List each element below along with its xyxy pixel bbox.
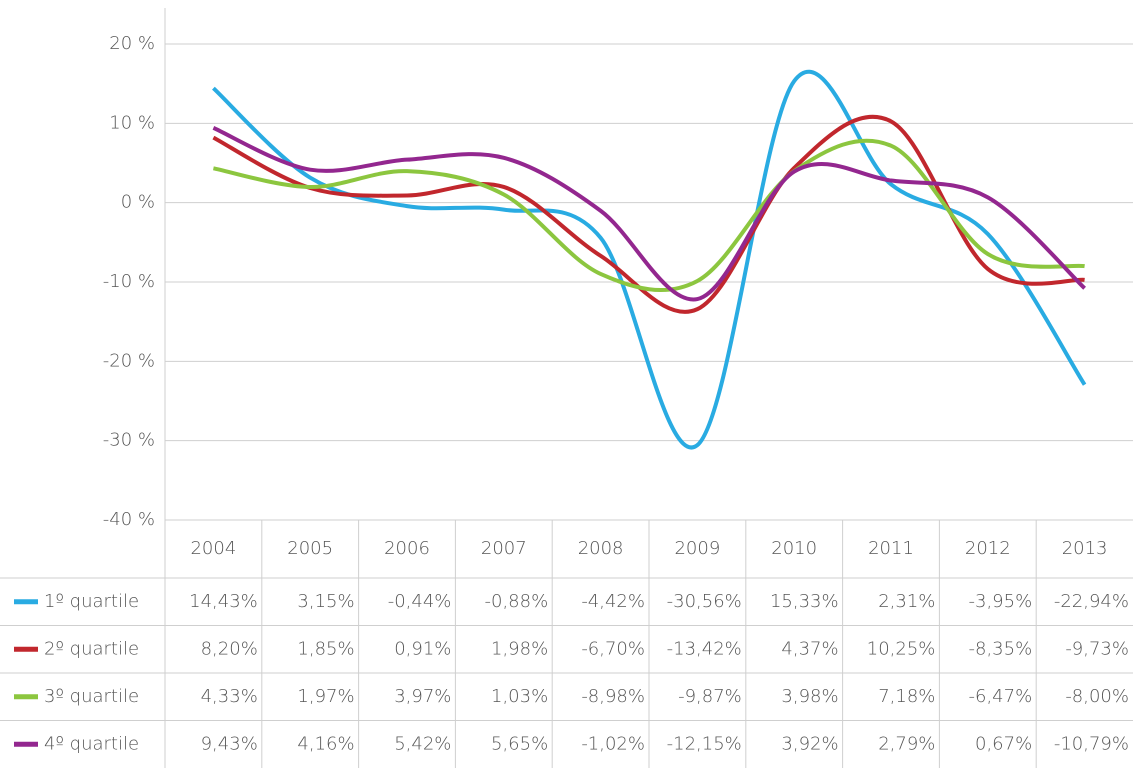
value-label: -13,42% (667, 638, 742, 659)
value-label: 1,97% (297, 686, 354, 707)
value-label: -4,42% (581, 591, 645, 612)
value-label: 15,33% (770, 591, 839, 612)
value-label: -10,79% (1054, 733, 1129, 754)
value-label: -30,56% (667, 591, 742, 612)
value-label: -8,00% (1065, 686, 1129, 707)
y-tick-label: 10 % (109, 112, 155, 133)
value-label: 14,43% (189, 591, 258, 612)
value-label: 3,92% (781, 733, 838, 754)
series-line (212, 126, 1086, 302)
value-label: 5,65% (491, 733, 548, 754)
y-tick-label: -30 % (103, 430, 155, 451)
value-label: 0,91% (394, 638, 451, 659)
value-label: -1,02% (581, 733, 645, 754)
y-tick-label: -20 % (103, 350, 155, 371)
value-label: 9,43% (201, 733, 258, 754)
value-label: 4,37% (781, 638, 838, 659)
legend-label: 4º quartile (44, 733, 139, 754)
value-label: 5,42% (394, 733, 451, 754)
legend-label: 1º quartile (44, 591, 139, 612)
legend-label: 3º quartile (44, 686, 139, 707)
value-label: 2,31% (878, 591, 935, 612)
value-label: -6,47% (969, 686, 1033, 707)
value-label: -0,88% (485, 591, 549, 612)
value-label: 4,16% (297, 733, 354, 754)
x-tick-label: 2010 (771, 538, 817, 559)
value-label: -12,15% (667, 733, 742, 754)
value-label: -0,44% (388, 591, 452, 612)
x-tick-label: 2012 (965, 538, 1011, 559)
value-label: 1,03% (491, 686, 548, 707)
series-line (213, 138, 1085, 293)
x-tick-label: 2007 (481, 538, 527, 559)
x-tick-label: 2013 (1062, 538, 1108, 559)
value-label: -22,94% (1054, 591, 1129, 612)
value-label: 0,67% (975, 733, 1032, 754)
x-tick-label: 2008 (578, 538, 624, 559)
value-label: 10,25% (867, 638, 936, 659)
value-label: 8,20% (201, 638, 258, 659)
value-label: -3,95% (969, 591, 1033, 612)
value-label: 1,85% (297, 638, 354, 659)
x-tick-label: 2006 (384, 538, 430, 559)
value-label: 7,18% (878, 686, 935, 707)
y-tick-label: 0 % (121, 192, 155, 213)
y-tick-label: 20 % (109, 33, 155, 54)
value-label: -6,70% (581, 638, 645, 659)
value-label: 2,79% (878, 733, 935, 754)
legend-label: 2º quartile (44, 638, 139, 659)
x-tick-label: 2009 (674, 538, 720, 559)
x-tick-label: 2005 (287, 538, 333, 559)
value-label: 4,33% (201, 686, 258, 707)
x-tick-label: 2004 (190, 538, 236, 559)
value-label: -9,87% (678, 686, 742, 707)
y-tick-label: -40 % (103, 509, 155, 530)
value-label: 3,98% (781, 686, 838, 707)
value-label: -8,98% (581, 686, 645, 707)
value-label: 3,97% (394, 686, 451, 707)
value-label: -8,35% (969, 638, 1033, 659)
series-line (212, 69, 1087, 450)
value-label: 1,98% (491, 638, 548, 659)
value-label: 3,15% (297, 591, 354, 612)
x-tick-label: 2011 (868, 538, 914, 559)
y-tick-label: -10 % (103, 271, 155, 292)
series-line (212, 114, 1085, 314)
value-label: -9,73% (1065, 638, 1129, 659)
